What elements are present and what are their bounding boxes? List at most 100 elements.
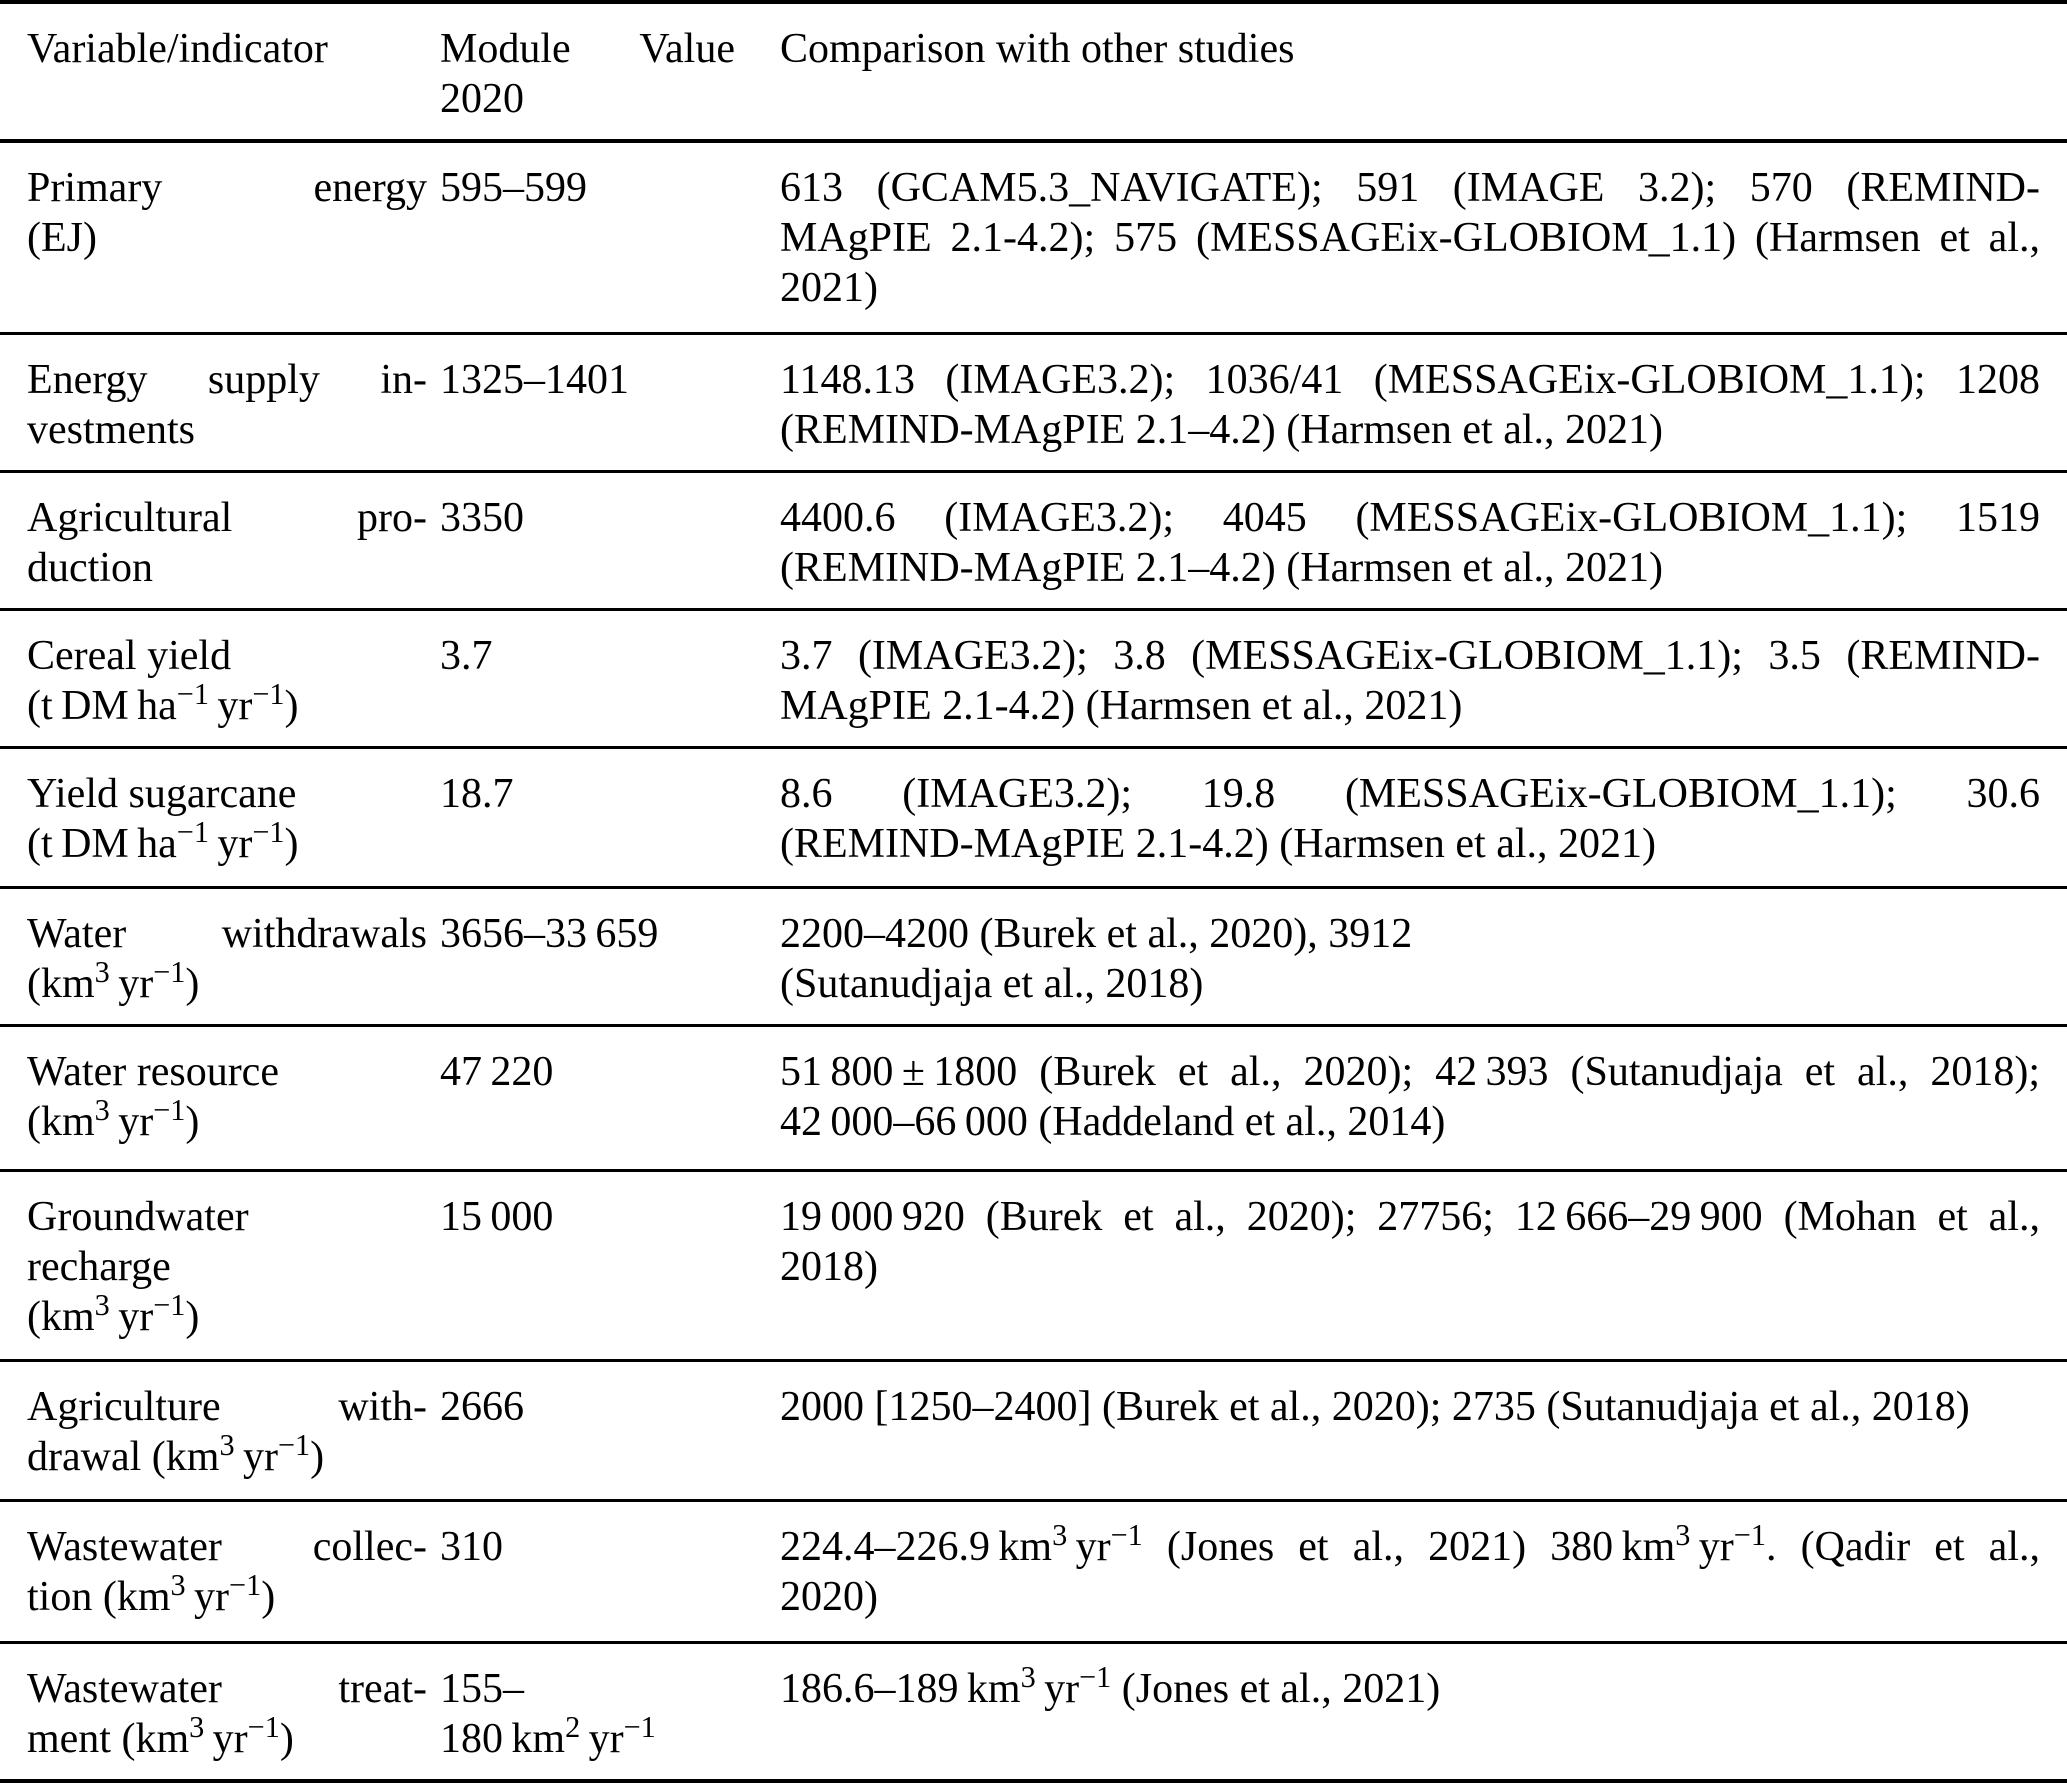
cell-module-value: 1325–1401 — [440, 355, 780, 455]
text-line: Wastewater collec- — [27, 1524, 427, 1570]
cell-comparison: 186.6–189 km3 yr−1 (Jones et al., 2021) — [780, 1660, 2040, 1764]
cell-variable: Primary energy (EJ) — [27, 163, 440, 317]
text-line: Agricultural pro- — [27, 495, 427, 541]
text-line: 3350 — [440, 495, 524, 541]
text-line: Water withdrawals — [27, 911, 427, 957]
text-line: 1325–1401 — [440, 357, 629, 403]
text-line: drawal (km3 yr−1) — [27, 1428, 325, 1480]
cell-module-value: 47 220 — [440, 1047, 780, 1154]
text-line: 2666 — [440, 1384, 524, 1430]
text-line: Wastewater treat- — [27, 1666, 427, 1712]
cell-variable: Energy supply in- vestments — [27, 355, 440, 455]
text-line: 595–599 — [440, 165, 587, 211]
cell-variable: Yield sugarcane (t DM ha−1 yr−1) — [27, 769, 440, 871]
text-line: 3.7 (IMAGE3.2); 3.8 (MESSAGEix-GLOBIOM_1… — [780, 633, 2040, 679]
cell-module-value: 595–599 — [440, 163, 780, 317]
cell-variable: Cereal yield (t DM ha−1 yr−1) — [27, 631, 440, 731]
text-line: 3656–33 659 — [440, 911, 659, 957]
text-line: 42 000–66 000 (Haddeland et al., 2014) — [780, 1099, 1446, 1145]
text-line: (km3 yr−1) — [27, 1093, 200, 1145]
text-line: (km3 yr−1) — [27, 955, 200, 1007]
table-row-agriculture-withdrawal: Agriculture with- drawal (km3 yr−1) 2666… — [0, 1359, 2067, 1499]
text-line: MAgPIE 2.1-4.2); 575 (MESSAGEix-GLOBIOM_… — [780, 215, 2040, 261]
text-line: (t DM ha−1 yr−1) — [27, 815, 299, 867]
cell-variable: Wastewater treat- ment (km3 yr−1) — [27, 1664, 440, 1764]
text-line: 51 800 ± 1800 (Burek et al., 2020); 42 3… — [780, 1049, 2040, 1095]
cell-comparison: 8.6 (IMAGE3.2); 19.8 (MESSAGEix-GLOBIOM_… — [780, 769, 2040, 871]
text-line: (REMIND-MAgPIE 2.1–4.2) (Harmsen et al.,… — [780, 407, 1664, 453]
cell-comparison: 2000 [1250–2400] (Burek et al., 2020); 2… — [780, 1382, 2040, 1484]
text-line: (km3 yr−1) — [27, 1288, 200, 1340]
cell-comparison: 51 800 ± 1800 (Burek et al., 2020); 42 3… — [780, 1047, 2040, 1154]
text-line: (EJ) — [27, 215, 97, 261]
text-line: Agriculture with- — [27, 1384, 427, 1430]
cell-comparison: 3.7 (IMAGE3.2); 3.8 (MESSAGEix-GLOBIOM_1… — [780, 631, 2040, 731]
table-header-row: Variable/indicator Module Value 2020 Com… — [0, 0, 2067, 139]
text-line: 224.4–226.9 km3 yr−1 (Jones et al., 2021… — [780, 1518, 2040, 1570]
text-line: 19 000 920 (Burek et al., 2020); 27756; … — [780, 1194, 2040, 1240]
cell-module-value: 3656–33 659 — [440, 909, 780, 1009]
cell-module-value: 15 000 — [440, 1192, 780, 1344]
col-header-module-value-2020: Module Value 2020 — [440, 24, 780, 124]
text-line: (t DM ha−1 yr−1) — [27, 677, 299, 729]
text-line: 2021) — [780, 265, 878, 311]
cell-variable: Wastewater collec- tion (km3 yr−1) — [27, 1522, 440, 1626]
text-line: recharge — [27, 1244, 171, 1290]
text-line: 3.7 — [440, 633, 493, 679]
cell-comparison: 4400.6 (IMAGE3.2); 4045 (MESSAGEix-GLOBI… — [780, 493, 2040, 593]
text-line: 155– — [440, 1666, 524, 1712]
text-line: 186.6–189 km3 yr−1 (Jones et al., 2021) — [780, 1660, 1441, 1712]
text-line: Groundwater — [27, 1194, 249, 1240]
cell-variable: Water resource (km3 yr−1) — [27, 1047, 440, 1154]
text-line: 2020) — [780, 1574, 878, 1620]
text-line: 8.6 (IMAGE3.2); 19.8 (MESSAGEix-GLOBIOM_… — [780, 771, 2040, 817]
text-line: vestments — [27, 407, 195, 453]
cell-comparison: 224.4–226.9 km3 yr−1 (Jones et al., 2021… — [780, 1518, 2040, 1626]
table-row-wastewater-collection: Wastewater collec- tion (km3 yr−1) 310 2… — [0, 1499, 2067, 1641]
table-row-primary-energy: Primary energy (EJ) 595–599 613 (GCAM5.3… — [0, 139, 2067, 332]
header-text-line: Comparison with other studies — [780, 26, 1295, 72]
cell-comparison: 613 (GCAM5.3_NAVIGATE); 591 (IMAGE 3.2);… — [780, 163, 2040, 317]
cell-comparison: 1148.13 (IMAGE3.2); 1036/41 (MESSAGEix-G… — [780, 355, 2040, 455]
header-text-line: Module Value — [440, 26, 735, 72]
text-line: Cereal yield — [27, 633, 232, 679]
col-header-variable-indicator: Variable/indicator — [27, 24, 440, 124]
cell-module-value: 3350 — [440, 493, 780, 593]
table-row-yield-sugarcane: Yield sugarcane (t DM ha−1 yr−1) 18.7 8.… — [0, 746, 2067, 886]
cell-variable: Agricultural pro- duction — [27, 493, 440, 593]
text-line: 4400.6 (IMAGE3.2); 4045 (MESSAGEix-GLOBI… — [780, 495, 2040, 541]
table-row-agricultural-production: Agricultural pro- duction 3350 4400.6 (I… — [0, 470, 2067, 608]
cell-module-value: 2666 — [440, 1382, 780, 1484]
table-row-wastewater-treatment: Wastewater treat- ment (km3 yr−1) 155– 1… — [0, 1641, 2067, 1783]
text-line: duction — [27, 545, 153, 591]
text-line: Yield sugarcane — [27, 771, 297, 817]
text-line: 2200–4200 (Burek et al., 2020), 3912 — [780, 911, 1413, 957]
table-row-water-withdrawals: Water withdrawals (km3 yr−1) 3656–33 659… — [0, 886, 2067, 1024]
text-line: tion (km3 yr−1) — [27, 1568, 276, 1620]
text-line: 613 (GCAM5.3_NAVIGATE); 591 (IMAGE 3.2);… — [780, 165, 2040, 211]
cell-variable: Agriculture with- drawal (km3 yr−1) — [27, 1382, 440, 1484]
text-line: Energy supply in- — [27, 357, 427, 403]
header-text-line: Variable/indicator — [27, 26, 328, 72]
text-line: (REMIND-MAgPIE 2.1-4.2) (Harmsen et al.,… — [780, 821, 1656, 867]
cell-comparison: 2200–4200 (Burek et al., 2020), 3912 (Su… — [780, 909, 2040, 1009]
text-line: ment (km3 yr−1) — [27, 1710, 294, 1762]
header-text-line: 2020 — [440, 76, 524, 122]
text-line: Primary energy — [27, 165, 427, 211]
table-row-energy-supply-investments: Energy supply in- vestments 1325–1401 11… — [0, 332, 2067, 470]
cell-variable: Groundwater recharge (km3 yr−1) — [27, 1192, 440, 1344]
text-line: 18.7 — [440, 771, 514, 817]
text-line: Water resource — [27, 1049, 279, 1095]
cell-comparison: 19 000 920 (Burek et al., 2020); 27756; … — [780, 1192, 2040, 1344]
text-line: 310 — [440, 1524, 503, 1570]
text-line: (REMIND-MAgPIE 2.1–4.2) (Harmsen et al.,… — [780, 545, 1664, 591]
text-line: 1148.13 (IMAGE3.2); 1036/41 (MESSAGEix-G… — [780, 357, 2040, 403]
text-line: (Sutanudjaja et al., 2018) — [780, 961, 1204, 1007]
cell-module-value: 18.7 — [440, 769, 780, 871]
col-header-comparison: Comparison with other studies — [780, 24, 2040, 124]
text-line: MAgPIE 2.1-4.2) (Harmsen et al., 2021) — [780, 683, 1463, 729]
table-row-water-resource: Water resource (km3 yr−1) 47 220 51 800 … — [0, 1024, 2067, 1169]
table-row-groundwater-recharge: Groundwater recharge (km3 yr−1) 15 000 1… — [0, 1169, 2067, 1359]
text-line: 47 220 — [440, 1049, 554, 1095]
